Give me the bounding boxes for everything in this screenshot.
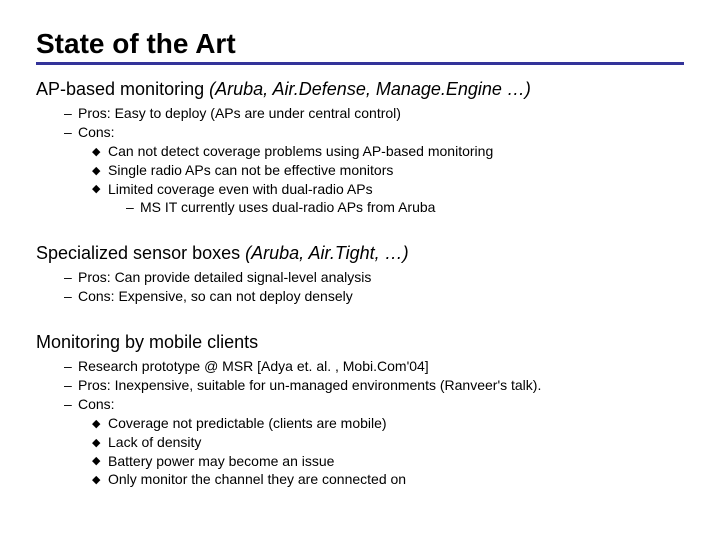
bullet-text: Coverage not predictable (clients are mo… (108, 415, 387, 431)
bullet-item: –Pros: Easy to deploy (APs are under cen… (78, 104, 684, 123)
dash-bullet-icon: – (64, 395, 78, 414)
bullet-item: ◆Only monitor the channel they are conne… (108, 470, 684, 489)
section-heading-italic: (Aruba, Air.Defense, Manage.Engine …) (209, 79, 531, 99)
dash-bullet-icon: – (64, 357, 78, 376)
section-heading-plain: AP-based monitoring (36, 79, 209, 99)
bullet-text: Research prototype @ MSR [Adya et. al. ,… (78, 358, 429, 374)
section-heading-plain: Monitoring by mobile clients (36, 332, 258, 352)
bullet-text: Pros: Can provide detailed signal-level … (78, 269, 371, 285)
bullet-item: ◆Coverage not predictable (clients are m… (108, 414, 684, 433)
bullet-text: Single radio APs can not be effective mo… (108, 162, 393, 178)
bullet-text: Limited coverage even with dual-radio AP… (108, 181, 373, 197)
bullet-text: Only monitor the channel they are connec… (108, 471, 406, 487)
bullet-text: Cons: (78, 396, 115, 412)
slide-title: State of the Art (36, 28, 684, 65)
section-gap (36, 489, 684, 501)
bullet-item: ◆Limited coverage even with dual-radio A… (108, 180, 684, 199)
bullet-text: Cons: (78, 124, 115, 140)
bullet-text: Pros: Inexpensive, suitable for un-manag… (78, 377, 541, 393)
diamond-bullet-icon: ◆ (92, 164, 108, 179)
bullet-text: Cons: Expensive, so can not deploy dense… (78, 288, 353, 304)
bullet-item: –Research prototype @ MSR [Adya et. al. … (78, 357, 684, 376)
bullet-item: –Cons: Expensive, so can not deploy dens… (78, 287, 684, 306)
slide-body: AP-based monitoring (Aruba, Air.Defense,… (36, 79, 684, 501)
dash-bullet-icon: – (64, 268, 78, 287)
section-heading: Monitoring by mobile clients (36, 332, 684, 353)
dash-bullet-icon: – (126, 198, 140, 217)
diamond-bullet-icon: ◆ (92, 454, 108, 469)
bullet-item: ◆Can not detect coverage problems using … (108, 142, 684, 161)
section-gap (36, 217, 684, 229)
diamond-bullet-icon: ◆ (92, 182, 108, 197)
bullet-item: –MS IT currently uses dual-radio APs fro… (140, 198, 684, 217)
dash-bullet-icon: – (64, 376, 78, 395)
section-heading-italic: (Aruba, Air.Tight, …) (245, 243, 409, 263)
diamond-bullet-icon: ◆ (92, 436, 108, 451)
section-heading-plain: Specialized sensor boxes (36, 243, 245, 263)
bullet-text: MS IT currently uses dual-radio APs from… (140, 199, 435, 215)
section-heading: Specialized sensor boxes (Aruba, Air.Tig… (36, 243, 684, 264)
bullet-text: Pros: Easy to deploy (APs are under cent… (78, 105, 401, 121)
bullet-item: –Pros: Inexpensive, suitable for un-mana… (78, 376, 684, 395)
section-gap (36, 306, 684, 318)
bullet-text: Lack of density (108, 434, 201, 450)
slide: State of the Art AP-based monitoring (Ar… (0, 0, 720, 521)
bullet-item: ◆Lack of density (108, 433, 684, 452)
diamond-bullet-icon: ◆ (92, 473, 108, 488)
bullet-item: –Cons: (78, 123, 684, 142)
diamond-bullet-icon: ◆ (92, 417, 108, 432)
bullet-item: ◆Battery power may become an issue (108, 452, 684, 471)
dash-bullet-icon: – (64, 104, 78, 123)
section-heading: AP-based monitoring (Aruba, Air.Defense,… (36, 79, 684, 100)
bullet-text: Can not detect coverage problems using A… (108, 143, 493, 159)
bullet-item: –Cons: (78, 395, 684, 414)
bullet-item: ◆Single radio APs can not be effective m… (108, 161, 684, 180)
bullet-item: –Pros: Can provide detailed signal-level… (78, 268, 684, 287)
dash-bullet-icon: – (64, 123, 78, 142)
dash-bullet-icon: – (64, 287, 78, 306)
bullet-text: Battery power may become an issue (108, 453, 334, 469)
diamond-bullet-icon: ◆ (92, 145, 108, 160)
